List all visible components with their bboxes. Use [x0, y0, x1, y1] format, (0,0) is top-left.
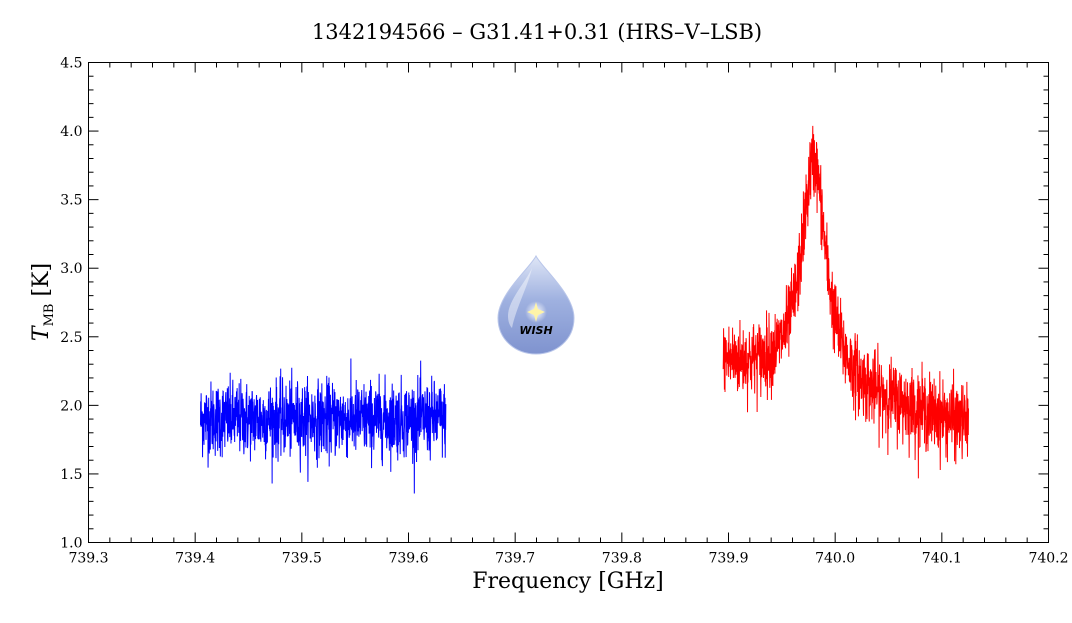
- wish-logo-icon: WISH: [497, 254, 575, 355]
- y-tick-label: 4.0: [60, 124, 82, 140]
- x-tick-label: 739.4: [175, 551, 215, 567]
- spectrum-series-2: [722, 125, 969, 479]
- y-tick-label: 1.5: [60, 467, 82, 483]
- y-tick-label: 2.5: [60, 330, 82, 346]
- y-axis-label: TMB [K]: [29, 263, 57, 341]
- series-group: [200, 125, 969, 494]
- y-axis-label-symbol: T: [29, 324, 54, 341]
- logo-star-icon: [527, 302, 545, 322]
- x-axis-label: Frequency [GHz]: [472, 569, 664, 594]
- x-tick-label: 739.3: [68, 551, 108, 567]
- x-tick-label: 740.2: [1028, 551, 1068, 567]
- logo-highlight: [508, 268, 532, 328]
- y-axis-label-unit: [K]: [29, 263, 54, 304]
- x-tick-label: 739.6: [388, 551, 428, 567]
- y-axis-ticks: 1.0 1.5 2.0 2.5 3.0 3.5 4.0 4.5: [60, 56, 1049, 552]
- logo-text: WISH: [519, 324, 552, 337]
- svg-text:TMB [K]: TMB [K]: [29, 263, 57, 341]
- y-tick-label: 3.5: [60, 193, 82, 209]
- chart-title: 1342194566 – G31.41+0.31 (HRS–V–LSB): [312, 20, 762, 44]
- x-tick-label: 739.5: [282, 551, 322, 567]
- y-tick-label: 4.5: [60, 56, 82, 72]
- y-tick-label: 3.0: [60, 261, 82, 277]
- x-axis-ticks: 739.3 739.4 739.5 739.6 739.7 739.8 739.9 740.0…: [68, 62, 1069, 567]
- y-tick-label: 1.0: [60, 536, 82, 552]
- x-tick-label: 739.9: [708, 551, 748, 567]
- x-tick-label: 739.8: [602, 551, 642, 567]
- y-tick-label: 2.0: [60, 398, 82, 414]
- x-tick-label: 740.0: [815, 551, 855, 567]
- spectrum-series-1: [200, 358, 447, 494]
- x-tick-label: 740.1: [922, 551, 962, 567]
- x-tick-label: 739.7: [495, 551, 535, 567]
- y-axis-label-subscript: MB: [42, 304, 57, 327]
- plot-frame: [88, 62, 1049, 543]
